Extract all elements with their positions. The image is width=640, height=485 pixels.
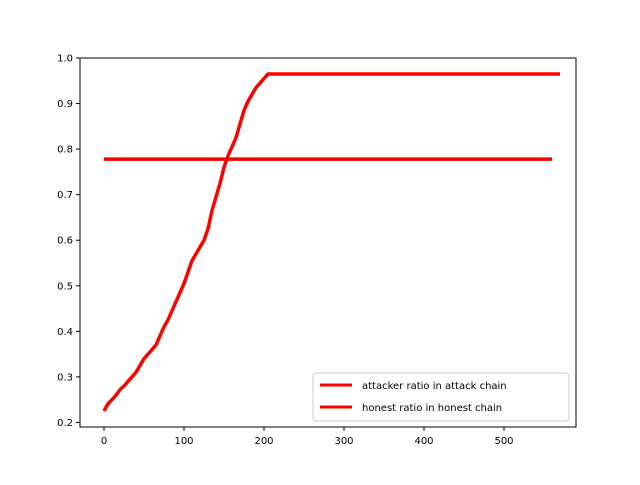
legend-label-honest: honest ratio in honest chain	[362, 403, 502, 414]
legend-label-attacker: attacker ratio in attack chain	[362, 381, 507, 392]
y-tick-label: 0.5	[57, 281, 73, 292]
x-tick-label: 400	[414, 436, 433, 447]
y-tick-label: 0.7	[57, 190, 73, 201]
y-axis: 0.2 0.3 0.4 0.5 0.6 0.7 0.8 0.9 1.0	[57, 54, 80, 429]
x-tick-label: 300	[334, 436, 353, 447]
y-tick-label: 1.0	[57, 54, 73, 65]
y-tick-label: 0.6	[57, 236, 73, 247]
y-tick-label: 0.3	[57, 372, 73, 383]
y-tick-label: 0.8	[57, 145, 73, 156]
x-tick-label: 500	[494, 436, 513, 447]
plot-frame	[79, 57, 577, 428]
x-tick-label: 0	[101, 436, 107, 447]
x-axis: 0 100 200 300 400 500	[101, 427, 514, 447]
legend: attacker ratio in attack chain honest ra…	[312, 372, 570, 422]
y-tick-label: 0.9	[57, 99, 73, 110]
y-tick-label: 0.4	[57, 327, 73, 338]
y-tick-label: 0.2	[57, 418, 73, 429]
series-line-attacker	[102, 72, 560, 412]
series-layer	[102, 72, 560, 412]
x-tick-label: 100	[174, 436, 193, 447]
legend-box	[312, 372, 570, 422]
x-tick-label: 200	[254, 436, 273, 447]
